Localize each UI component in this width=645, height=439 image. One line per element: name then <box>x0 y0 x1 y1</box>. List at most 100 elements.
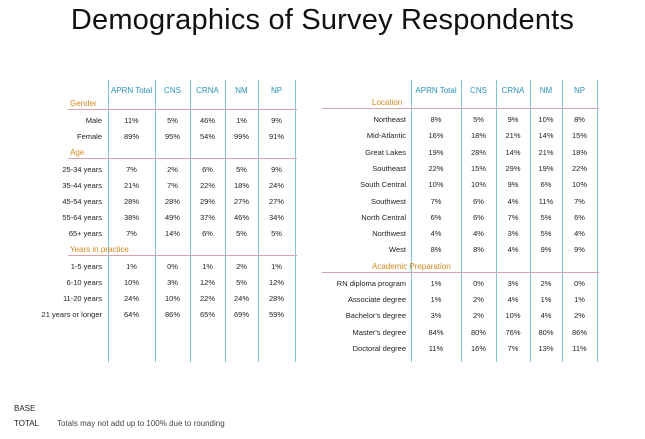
column-header: CNS <box>470 86 487 95</box>
row-label: 55-64 years <box>62 213 102 222</box>
section-heading: Academic Preparation <box>372 261 451 271</box>
table-cell: 4% <box>574 229 585 239</box>
row-label: North Central <box>361 212 406 222</box>
rounding-note: Totals may not add up to 100% due to rou… <box>57 419 225 428</box>
column-header: NM <box>235 86 248 95</box>
table-cell: 1% <box>430 295 442 304</box>
column-header: APRN Total <box>415 86 457 95</box>
row-label: Northwest <box>372 229 406 239</box>
table-cell: 13% <box>538 343 554 353</box>
table-cell: 0% <box>473 278 484 288</box>
table-cell: 1% <box>126 262 137 271</box>
table-cell: 10% <box>538 115 554 124</box>
column-header: CRNA <box>196 86 219 95</box>
table-cell: 6% <box>202 229 213 238</box>
column-divider <box>258 80 259 362</box>
table-cell: 1% <box>236 116 247 125</box>
table-cell: 3% <box>507 229 519 239</box>
table-cell: 9% <box>271 116 282 125</box>
table-cell: 21% <box>123 181 139 190</box>
table-cell: 18% <box>470 131 486 141</box>
table-cell: 7% <box>507 343 519 353</box>
table-cell: 6% <box>540 180 552 190</box>
table-cell: 5% <box>540 212 552 222</box>
table-cell: 7% <box>167 181 178 190</box>
row-label: 25-34 years <box>62 165 102 174</box>
table-cell: 10% <box>164 294 180 303</box>
table-cell: 5% <box>167 116 178 125</box>
column-header: APRN Total <box>110 86 153 95</box>
table-cell: 4% <box>507 245 519 255</box>
table-cell: 65% <box>199 310 215 319</box>
table-cell: 10% <box>505 311 521 321</box>
section-rule <box>68 255 297 256</box>
table-cell: 16% <box>470 343 486 353</box>
table-cell: 10% <box>571 180 587 190</box>
column-divider <box>295 80 296 362</box>
row-label: Master's degree <box>352 327 406 337</box>
table-cell: 12% <box>268 278 284 287</box>
row-label: 1-5 years <box>70 262 102 271</box>
table-cell: 2% <box>473 295 484 304</box>
table-cell: 11% <box>428 343 444 353</box>
table-cell: 27% <box>268 197 284 206</box>
table-cell: 18% <box>571 147 587 157</box>
table-cell: 80% <box>470 327 486 337</box>
row-label: Female <box>76 132 102 141</box>
table-cell: 22% <box>199 294 215 303</box>
row-label: Southeast <box>372 163 406 173</box>
table-cell: 37% <box>199 213 215 222</box>
table-cell: 7% <box>126 165 137 174</box>
column-divider <box>496 80 497 362</box>
column-divider <box>530 80 531 362</box>
table-cell: 3% <box>430 311 442 321</box>
table-cell: 4% <box>430 229 442 239</box>
column-header: NM <box>539 86 553 95</box>
table-cell: 28% <box>164 197 180 206</box>
table-cell: 14% <box>164 229 180 238</box>
table-cell: 14% <box>538 131 554 141</box>
column-divider <box>411 80 412 362</box>
table-cell: 46% <box>199 116 215 125</box>
table-cell: 6% <box>430 212 442 222</box>
row-label: 45-54 years <box>62 197 102 206</box>
table-cell: 5% <box>540 229 552 239</box>
section-heading: Gender <box>70 99 97 108</box>
row-label: Northeast <box>373 115 406 124</box>
table-cell: 5% <box>271 229 282 238</box>
row-label: West <box>389 245 406 255</box>
table-cell: 7% <box>574 196 585 206</box>
table-cell: 4% <box>473 229 484 239</box>
column-divider <box>190 80 191 362</box>
table-cell: 80% <box>538 327 554 337</box>
table-cell: 21% <box>505 131 521 141</box>
row-label: Great Lakes <box>365 147 406 157</box>
table-cell: 89% <box>123 132 139 141</box>
section-rule <box>68 158 297 159</box>
table-cell: 5% <box>236 229 247 238</box>
table-cell: 1% <box>430 278 442 288</box>
row-label: RN diploma program <box>336 278 406 288</box>
table-cell: 86% <box>164 310 180 319</box>
table-cell: 6% <box>473 196 484 206</box>
table-cell: 38% <box>123 213 139 222</box>
column-divider <box>155 80 156 362</box>
table-cell: 84% <box>428 327 444 337</box>
row-label: Bachelor's degree <box>345 311 406 321</box>
table-cell: 8% <box>574 115 585 124</box>
table-cell: 24% <box>268 181 284 190</box>
table-cell: 69% <box>233 310 249 319</box>
table-cell: 1% <box>540 295 552 304</box>
table-cell: 28% <box>470 147 486 157</box>
row-label: Southwest <box>370 196 406 206</box>
table-cell: 9% <box>271 165 282 174</box>
table-cell: 6% <box>473 212 484 222</box>
column-divider <box>461 80 462 362</box>
table-cell: 54% <box>199 132 215 141</box>
column-divider <box>597 80 598 362</box>
table-cell: 64% <box>123 310 139 319</box>
table-cell: 34% <box>268 213 284 222</box>
column-header: CRNA <box>501 86 525 95</box>
section-rule <box>68 109 297 110</box>
row-label: Doctoral degree <box>352 343 406 353</box>
